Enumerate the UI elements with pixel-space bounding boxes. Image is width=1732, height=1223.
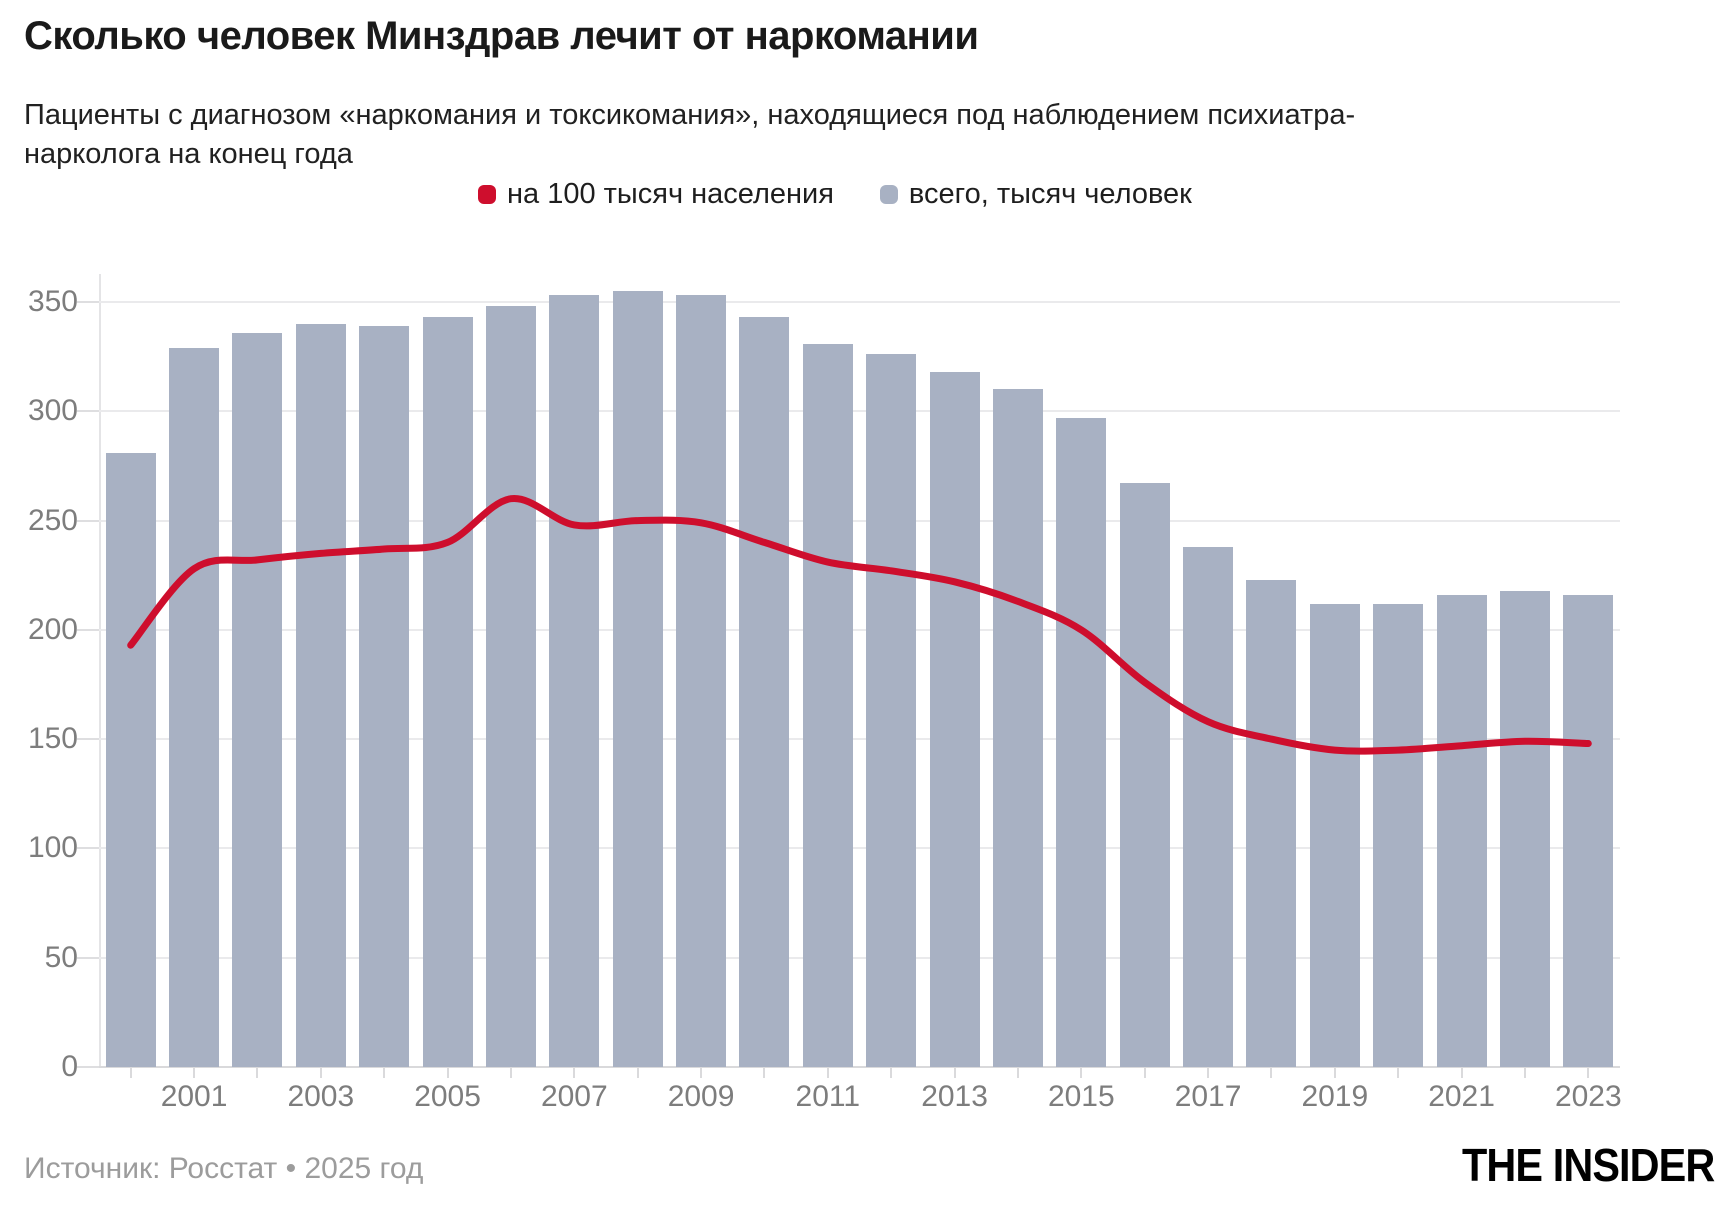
y-tick-150 [77,738,99,741]
x-tick-2015 [1080,1067,1083,1078]
x-axis-label-2013: 2013 [921,1080,988,1113]
bar-2002 [232,332,283,1067]
x-tick-2012 [890,1067,893,1078]
x-axis-label-2007: 2007 [540,1080,608,1113]
bar-2001 [169,347,220,1067]
gridline-300 [99,410,1620,413]
x-axis-label-2009: 2009 [667,1080,735,1113]
bar-2010 [739,317,790,1067]
y-tick-200 [77,628,99,631]
line-path [127,495,1592,755]
gridline-100 [99,847,1620,850]
bar-2000 [105,452,156,1067]
legend-marker-line-icon [478,185,496,204]
page-subtitle: Пациенты с диагнозом «наркомания и токси… [24,99,1356,170]
x-tick-2022 [1523,1067,1526,1078]
x-tick-2007 [573,1067,576,1078]
x-tick-2018 [1270,1067,1273,1078]
bar-2016 [1119,483,1170,1067]
x-axis-label-2005: 2005 [414,1080,481,1113]
y-tick-350 [77,301,99,303]
gridline-0 [99,1066,1620,1068]
bar-2018 [1246,579,1297,1067]
x-tick-2001 [193,1067,196,1078]
bar-2023 [1563,594,1614,1067]
x-tick-2011 [826,1067,829,1078]
bar-2013 [929,371,980,1067]
bar-2017 [1183,546,1234,1067]
bar-2011 [802,343,853,1067]
x-axis-label-2017: 2017 [1174,1080,1242,1113]
bar-2019 [1309,603,1360,1067]
x-tick-2002 [256,1067,259,1078]
y-axis-label-300: 300 [27,394,78,428]
gridline-350 [99,301,1620,303]
y-tick-100 [77,847,99,850]
x-tick-2023 [1587,1067,1590,1078]
legend-label-per-capita: на 100 тысяч населения [507,178,834,210]
bar-2007 [549,295,600,1067]
y-axis-label-50: 50 [44,940,78,974]
x-axis-label-2001: 2001 [160,1080,228,1113]
y-tick-300 [77,410,99,413]
bar-2021 [1436,594,1487,1067]
x-axis-label-2015: 2015 [1047,1080,1115,1113]
y-tick-250 [77,519,99,522]
bar-2006 [485,306,536,1067]
y-tick-0 [77,1066,99,1068]
legend-item-total: всего, тысяч человек [879,178,1192,211]
bar-2020 [1373,603,1424,1067]
x-tick-2013 [953,1067,956,1078]
x-tick-2020 [1397,1067,1400,1078]
x-tick-2004 [383,1067,386,1078]
chart: 0 50 100 150 200 250 300 350 2001 2003 2005 2007 200… [0,240,1732,1140]
y-axis-label-0: 0 [61,1050,78,1083]
bar-2022 [1499,590,1550,1067]
x-axis-label-2011: 2011 [795,1080,861,1113]
x-tick-2016 [1143,1067,1146,1078]
x-tick-2019 [1333,1067,1336,1078]
bar-2004 [359,326,410,1067]
bar-2014 [992,389,1043,1067]
x-axis-label-2021: 2021 [1428,1080,1495,1113]
bar-2015 [1056,417,1107,1067]
y-axis-line [99,274,101,1067]
y-axis-label-200: 200 [27,612,78,646]
bar-2003 [295,323,346,1067]
x-tick-2009 [700,1067,703,1078]
x-tick-2014 [1016,1067,1019,1078]
x-tick-2003 [319,1067,322,1078]
chart-legend: на 100 тысяч населения всего, тысяч чело… [478,178,1192,211]
plot-area [77,240,1620,1078]
gridline-50 [99,956,1620,959]
x-tick-2010 [763,1067,766,1078]
y-axis-label-250: 250 [27,503,78,537]
x-axis-label-2003: 2003 [287,1080,355,1113]
y-axis-label-150: 150 [27,722,78,756]
y-tick-50 [77,956,99,959]
x-tick-2000 [129,1067,132,1078]
x-tick-2017 [1207,1067,1210,1078]
legend-marker-bar-icon [879,185,898,204]
source-note: Источник: Росстат • 2025 год [24,1152,424,1185]
bar-2008 [612,291,663,1067]
x-axis-label-2023: 2023 [1554,1080,1622,1113]
y-axis-label-350: 350 [27,285,78,318]
x-axis-label-2019: 2019 [1301,1080,1369,1113]
y-axis-label-100: 100 [27,831,78,865]
x-tick-2008 [636,1067,639,1078]
bar-2009 [676,295,727,1067]
legend-label-total: всего, тысяч человек [908,178,1192,210]
x-tick-2006 [509,1067,512,1078]
legend-item-per-capita: на 100 тысяч населения [478,178,834,211]
bar-2012 [866,354,917,1067]
bar-2005 [422,317,473,1067]
x-tick-2021 [1460,1067,1463,1078]
page-title: Сколько человек Минздрав лечит от нарком… [24,14,979,58]
x-tick-2005 [446,1067,449,1078]
brand-logo: THE INSIDER [1461,1139,1715,1191]
